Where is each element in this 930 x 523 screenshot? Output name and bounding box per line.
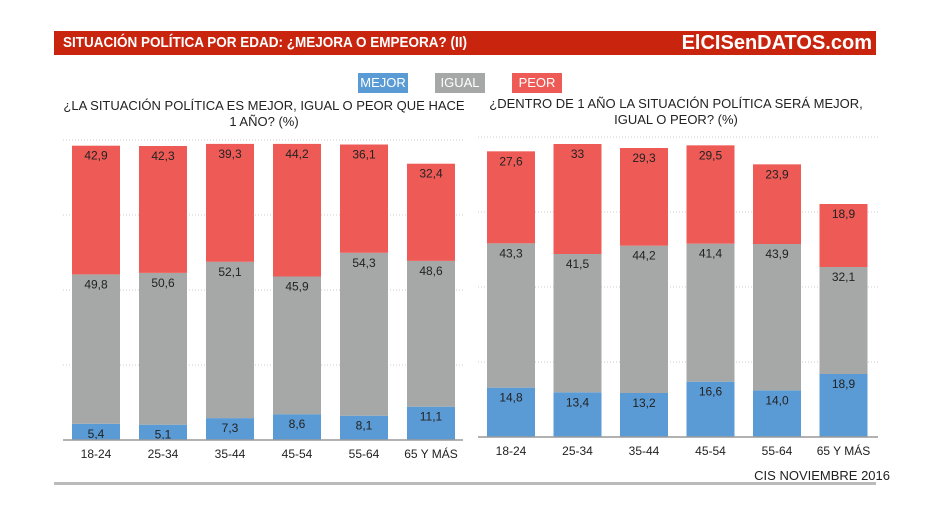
- data-label: 7,3: [222, 421, 239, 435]
- x-tick-label: 55-64: [762, 444, 793, 458]
- legend-mejor: MEJOR: [358, 73, 408, 93]
- bar-mejor: [407, 406, 455, 440]
- page-title: SITUACIÓN POLÍTICA POR EDAD: ¿MEJORA O E…: [63, 34, 468, 51]
- data-label: 13,4: [566, 395, 590, 409]
- data-label: 41,5: [566, 257, 590, 271]
- x-tick-label: 45-54: [695, 444, 726, 458]
- bar-mejor: [487, 387, 535, 437]
- x-tick-label: 65 Y MÁS: [404, 446, 458, 461]
- data-label: 39,3: [218, 147, 242, 161]
- bar-igual: [753, 244, 801, 391]
- x-tick-label: 18-24: [496, 444, 527, 458]
- x-tick-label: 45-54: [282, 447, 313, 461]
- data-label: 14,8: [499, 391, 523, 405]
- data-label: 16,6: [699, 385, 723, 399]
- bar-igual: [72, 274, 120, 424]
- bar-mejor: [819, 374, 868, 437]
- bar-mejor: [686, 381, 735, 437]
- data-label: 23,9: [765, 167, 789, 181]
- data-label: 14,0: [765, 393, 789, 407]
- data-label: 18,9: [832, 377, 856, 391]
- bar-peor: [553, 144, 602, 254]
- bar-igual: [407, 260, 455, 407]
- data-label: 36,1: [352, 148, 376, 162]
- bar-peor: [206, 143, 254, 262]
- bar-igual: [686, 243, 735, 382]
- x-tick-label: 25-34: [148, 447, 179, 461]
- x-tick-label: 18-24: [81, 447, 112, 461]
- bar-igual: [273, 276, 321, 415]
- bar-mejor: [72, 423, 120, 440]
- x-tick-label: 55-64: [349, 447, 380, 461]
- data-label: 8,1: [356, 419, 373, 433]
- bar-mejor: [553, 392, 602, 437]
- bar-igual: [340, 252, 388, 416]
- data-label: 44,2: [285, 147, 309, 161]
- bar-peor: [753, 164, 801, 244]
- data-label: 13,2: [632, 396, 656, 410]
- data-label: 42,9: [84, 149, 108, 163]
- data-label: 29,5: [699, 148, 723, 162]
- data-label: 41,4: [699, 247, 723, 261]
- data-label: 18,9: [832, 207, 856, 221]
- x-tick-label: 35-44: [215, 447, 246, 461]
- bar-peor: [72, 145, 120, 275]
- data-label: 27,6: [499, 154, 523, 168]
- data-label: 33: [571, 147, 585, 161]
- bar-peor: [819, 204, 868, 267]
- data-label: 8,6: [289, 417, 306, 431]
- chart-title-left: ¿LA SITUACIÓN POLÍTICA ES MEJOR, IGUAL O…: [63, 98, 465, 129]
- bar-mejor: [206, 418, 254, 440]
- data-label: 32,4: [419, 167, 443, 181]
- bar-igual: [487, 243, 535, 388]
- x-tick-label: 25-34: [562, 444, 593, 458]
- bar-peor: [407, 163, 455, 261]
- bar-igual: [206, 261, 254, 419]
- data-label: 52,1: [218, 265, 242, 279]
- chart-title-right: ¿DENTRO DE 1 AÑO LA SITUACIÓN POLÍTICA S…: [489, 96, 863, 127]
- bar-peor: [340, 144, 388, 253]
- bar-mejor: [620, 393, 668, 437]
- bar-mejor: [753, 390, 801, 437]
- data-label: 5,4: [88, 427, 105, 441]
- bar-mejor: [139, 424, 187, 440]
- data-label: 29,3: [632, 151, 656, 165]
- x-tick-label: 65 Y MÁS: [817, 443, 871, 458]
- bar-igual: [620, 245, 668, 393]
- source-label: CIS NOVIEMBRE 2016: [754, 468, 890, 483]
- data-label: 50,6: [151, 276, 175, 290]
- data-label: 43,3: [499, 246, 523, 260]
- data-label: 45,9: [285, 280, 309, 294]
- data-label: 42,3: [151, 149, 175, 163]
- data-label: 5,1: [155, 428, 172, 442]
- data-label: 44,2: [632, 249, 656, 263]
- bar-peor: [487, 151, 535, 244]
- data-label: 54,3: [352, 256, 376, 270]
- legend-peor: PEOR: [512, 73, 562, 93]
- bar-igual: [553, 254, 602, 393]
- bar-peor: [139, 146, 187, 273]
- header-banner: SITUACIÓN POLÍTICA POR EDAD: ¿MEJORA O E…: [54, 31, 876, 55]
- data-label: 49,8: [84, 277, 108, 291]
- legend-igual: IGUAL: [435, 73, 485, 93]
- data-label: 43,9: [765, 247, 789, 261]
- bar-igual: [819, 267, 868, 374]
- bar-peor: [686, 145, 735, 244]
- bar-peor: [273, 143, 321, 277]
- bar-peor: [620, 148, 668, 246]
- footer-rule: [54, 482, 876, 485]
- bar-mejor: [340, 415, 388, 440]
- bar-mejor: [273, 414, 321, 440]
- bar-igual: [139, 272, 187, 425]
- data-label: 48,6: [419, 264, 443, 278]
- brand-logo: ElCISenDATOS.com: [681, 32, 872, 54]
- data-label: 32,1: [832, 270, 856, 284]
- x-tick-label: 35-44: [629, 444, 660, 458]
- data-label: 11,1: [420, 410, 443, 424]
